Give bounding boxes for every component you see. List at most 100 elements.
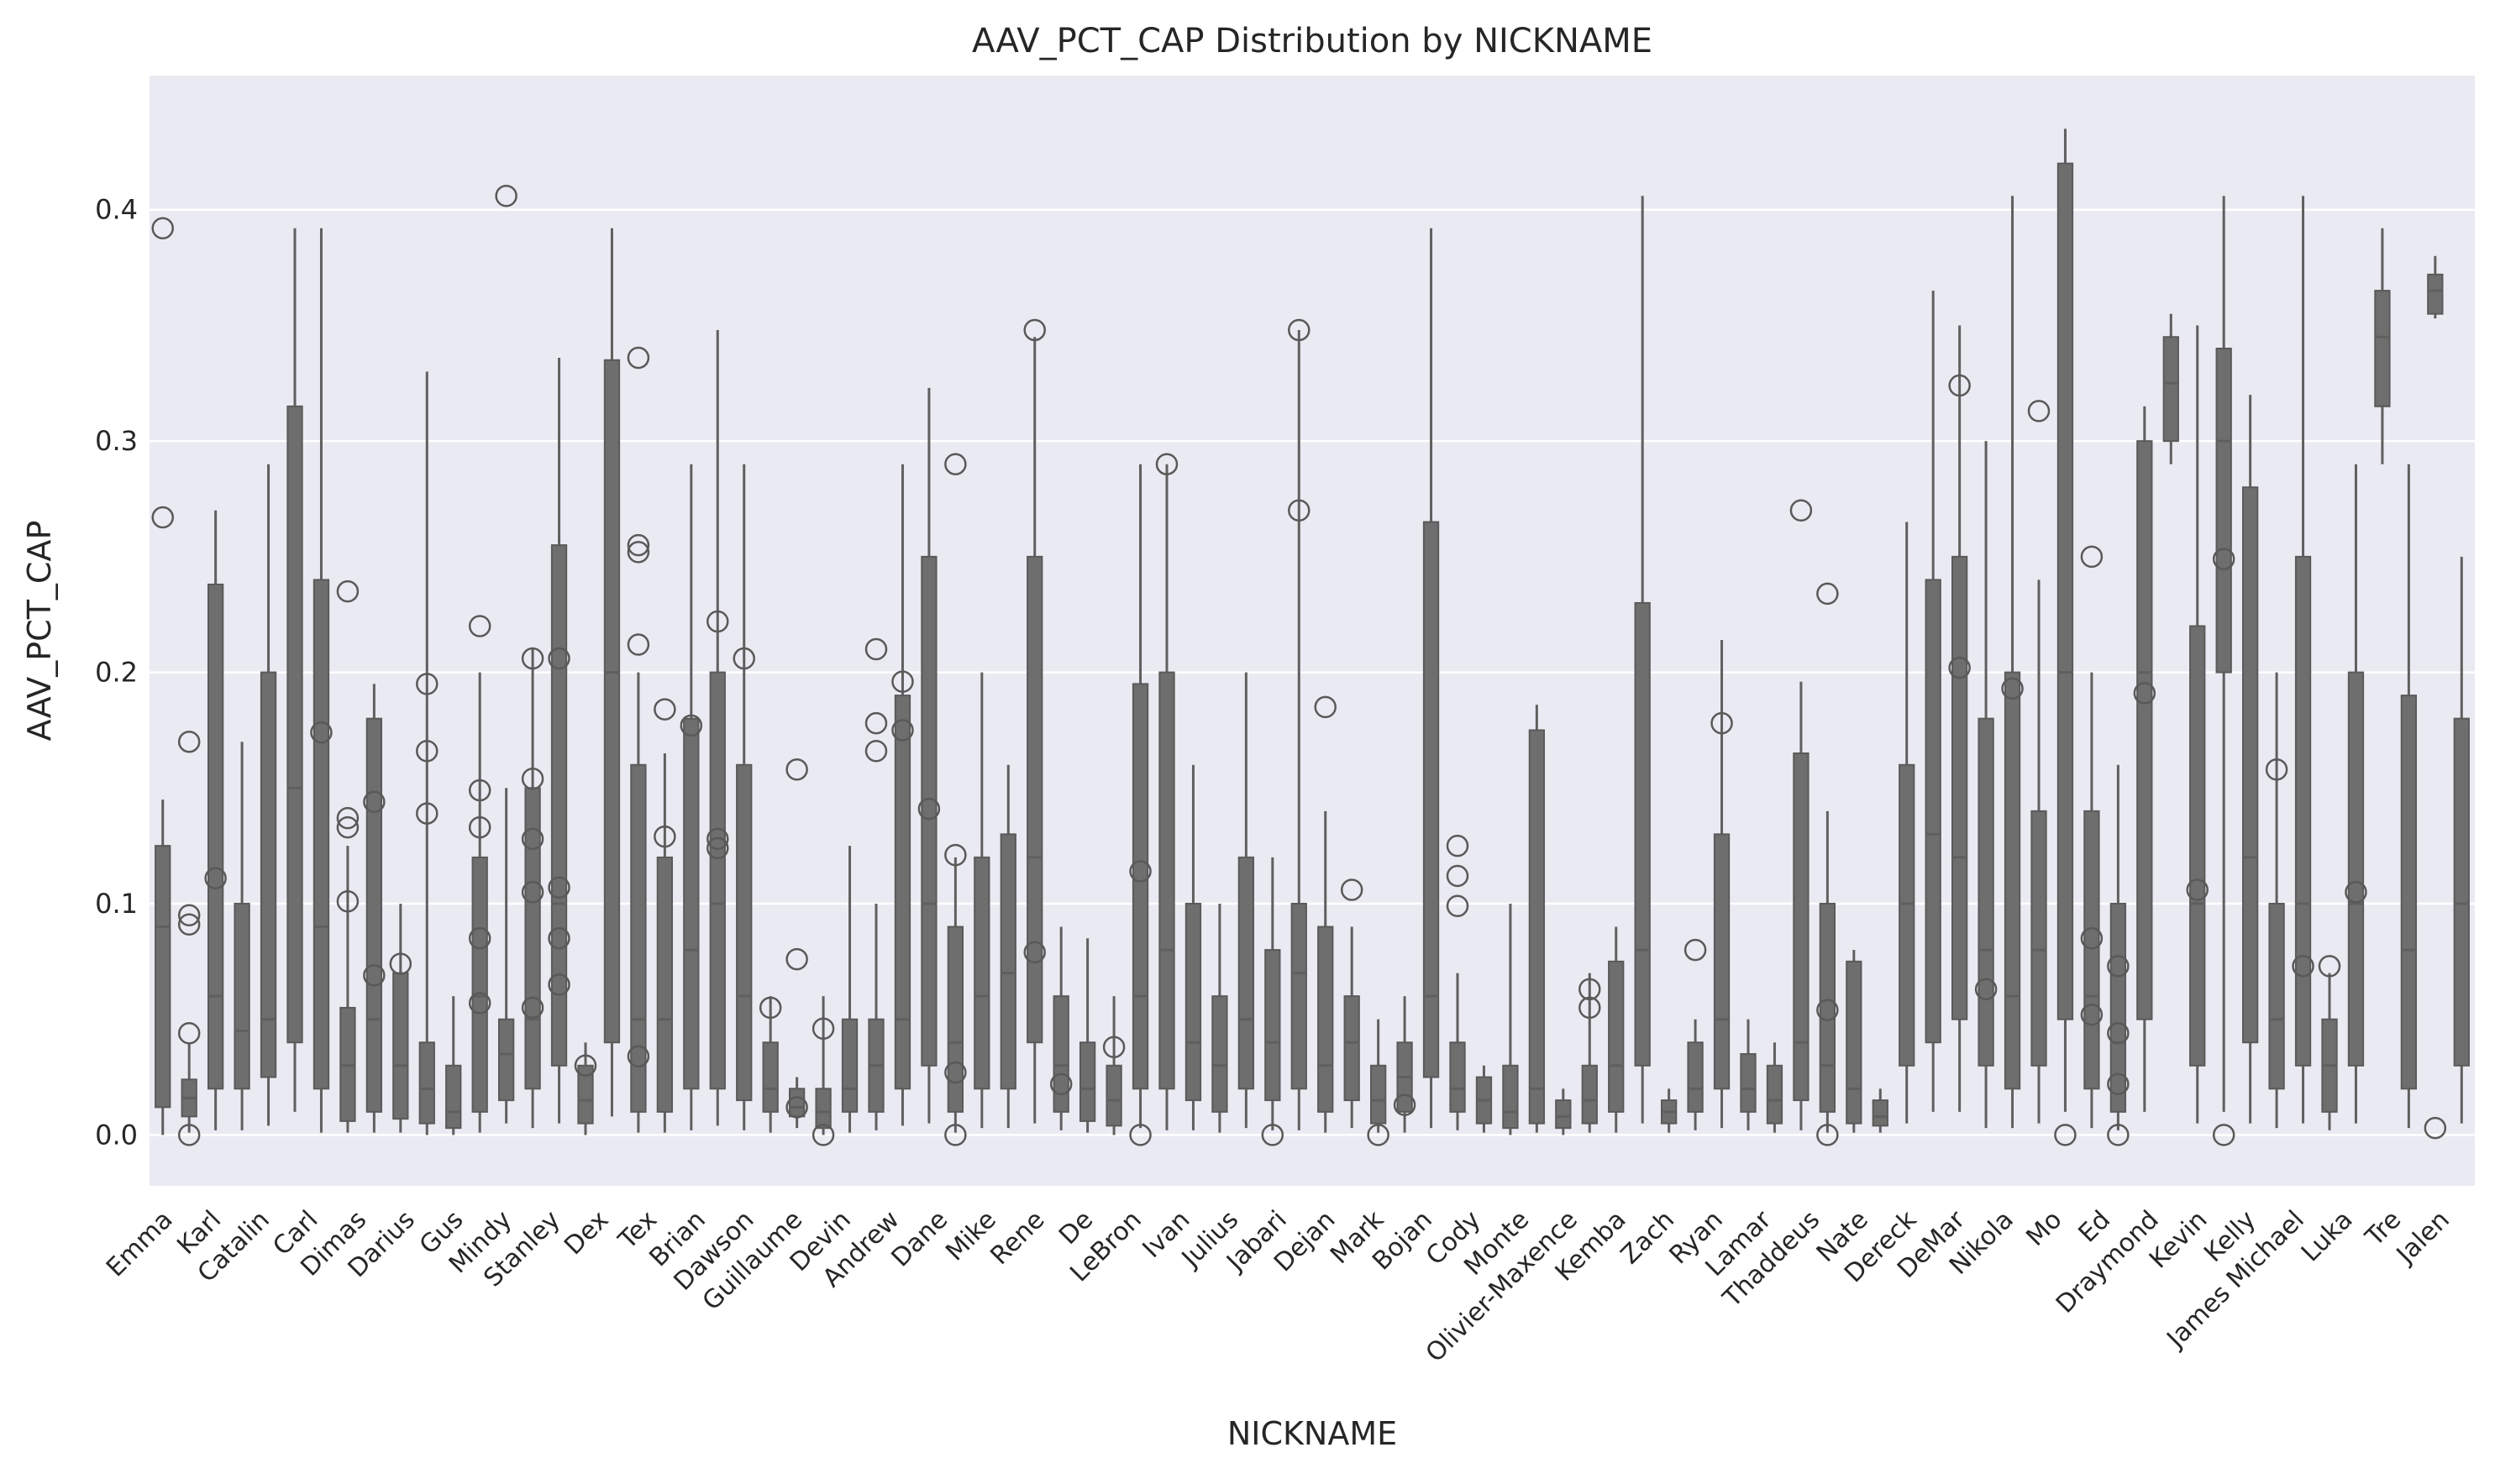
outlier-point	[1340, 878, 1363, 901]
box-group	[2374, 228, 2391, 464]
box	[1000, 833, 1016, 1090]
box-group	[841, 846, 859, 1133]
outlier-point	[336, 806, 360, 830]
box	[1237, 856, 1255, 1090]
box-group	[1340, 878, 1363, 1129]
outlier-point	[1129, 1124, 1152, 1146]
box	[1899, 763, 1915, 1067]
outlier-point	[1393, 1093, 1416, 1116]
box	[1528, 729, 1546, 1125]
box-group	[1446, 834, 1469, 1130]
outlier-point	[2027, 400, 2051, 422]
box-group	[2107, 764, 2130, 1146]
box-group	[1288, 318, 1311, 1130]
box-group	[2162, 313, 2179, 464]
box	[974, 856, 990, 1090]
box	[234, 902, 250, 1090]
box	[418, 1041, 435, 1125]
outlier-point	[2424, 1116, 2447, 1140]
outlier-point	[785, 947, 808, 971]
box	[286, 405, 303, 1044]
outlier-point	[2001, 677, 2024, 700]
y-tick-label: 0.2	[95, 657, 138, 689]
y-tick-label: 0.1	[95, 888, 138, 920]
box	[1158, 671, 1175, 1090]
outlier-point	[1974, 978, 1998, 1001]
box	[2374, 290, 2391, 407]
box	[2189, 625, 2206, 1067]
box	[2215, 347, 2232, 674]
x-axis-label: NICKNAME	[1227, 1415, 1397, 1452]
outlier-point	[1023, 941, 1046, 964]
box	[2427, 273, 2444, 315]
outlier-point	[416, 673, 439, 695]
box-group	[1079, 938, 1096, 1133]
outlier-point	[1578, 996, 1601, 1020]
outlier-point	[548, 647, 570, 670]
box-group	[2241, 395, 2259, 1124]
box-group	[1608, 926, 1625, 1133]
outlier-point	[2080, 927, 2104, 950]
box-group	[1211, 903, 1228, 1133]
outlier-point	[548, 973, 570, 996]
y-tick-label: 0.0	[95, 1119, 138, 1151]
box-group	[2265, 672, 2288, 1129]
outlier-point	[521, 996, 544, 1020]
box	[2056, 162, 2074, 1020]
box-group	[1925, 291, 1941, 1112]
outlier-point	[627, 633, 650, 656]
box	[313, 579, 330, 1090]
outlier-point	[2107, 1072, 2130, 1096]
outlier-point	[1446, 834, 1469, 857]
box	[577, 1064, 594, 1125]
outlier-point	[468, 779, 491, 802]
box-group	[1740, 1019, 1757, 1130]
box	[921, 555, 938, 1067]
box	[1132, 683, 1149, 1090]
box-group	[603, 228, 621, 1117]
box-group	[864, 637, 888, 1130]
outlier-point	[1948, 656, 1971, 679]
outlier-point	[468, 615, 491, 637]
box-group	[1974, 441, 1998, 1129]
box	[1290, 902, 1307, 1090]
outlier-point	[336, 815, 360, 839]
box	[2241, 486, 2259, 1044]
box	[1978, 717, 1994, 1067]
box-group	[2318, 955, 2341, 1130]
outlier-point	[1102, 1036, 1126, 1058]
box	[815, 1088, 832, 1130]
box-group	[336, 579, 360, 1133]
outlier-point	[177, 1124, 201, 1146]
outlier-point	[2107, 1124, 2130, 1146]
box-group	[974, 672, 990, 1129]
box-group	[1766, 1042, 1783, 1133]
box-group	[944, 453, 967, 1146]
outlier-point	[2054, 1124, 2077, 1146]
box-group	[363, 684, 386, 1133]
box	[1422, 521, 1440, 1078]
box	[1343, 995, 1360, 1102]
box	[1713, 833, 1731, 1090]
box-group	[1816, 582, 1839, 1146]
outlier-point	[177, 1021, 201, 1045]
outlier-point	[336, 889, 360, 913]
outlier-point	[1446, 864, 1469, 888]
box-group	[1422, 228, 1440, 1129]
box-group	[1237, 672, 1255, 1129]
box-group	[2186, 325, 2209, 1124]
box-group	[177, 730, 201, 1146]
box	[1106, 1064, 1122, 1127]
box-group	[2080, 545, 2104, 1129]
box	[1687, 1041, 1704, 1113]
outlier-point	[627, 346, 650, 370]
box	[1555, 1099, 1572, 1130]
outlier-point	[2133, 682, 2156, 705]
outlier-point	[151, 506, 174, 529]
outlier-point	[177, 904, 201, 927]
box	[788, 1088, 806, 1118]
box-group	[1102, 996, 1126, 1135]
box-group	[812, 996, 835, 1146]
outlier-point	[177, 730, 201, 753]
box-group	[680, 464, 703, 1130]
